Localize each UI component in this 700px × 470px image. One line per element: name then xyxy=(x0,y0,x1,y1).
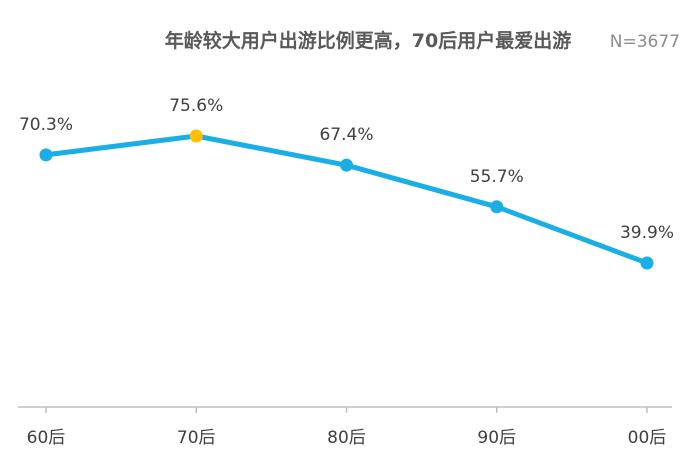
x-tick-label: 70后 xyxy=(177,428,216,448)
x-tick-label: 90后 xyxy=(477,428,516,448)
data-point-highlight xyxy=(189,129,203,143)
data-label: 55.7% xyxy=(470,167,524,187)
data-points xyxy=(39,129,654,270)
series-line xyxy=(43,133,650,266)
data-point xyxy=(340,158,353,172)
x-tick-label: 60后 xyxy=(27,428,66,448)
sample-size-label: N=3677 xyxy=(610,32,680,52)
x-tick-label: 00后 xyxy=(628,428,667,448)
data-label: 75.6% xyxy=(169,96,223,116)
data-label: 39.9% xyxy=(620,223,674,243)
data-labels: 70.3% 75.6% 67.4% 55.7% 39.9% xyxy=(19,96,674,243)
data-point xyxy=(490,200,504,214)
x-axis-ticks xyxy=(45,407,648,413)
chart-title: 年龄较大用户出游比例更高，70后用户最爱出游 xyxy=(165,29,571,52)
data-point xyxy=(39,148,53,162)
data-point xyxy=(640,256,654,270)
data-label: 70.3% xyxy=(19,115,73,135)
x-axis-tick-labels: 60后 70后 80后 90后 00后 xyxy=(27,428,667,448)
x-tick-label: 80后 xyxy=(327,428,366,448)
data-label: 67.4% xyxy=(319,125,373,145)
